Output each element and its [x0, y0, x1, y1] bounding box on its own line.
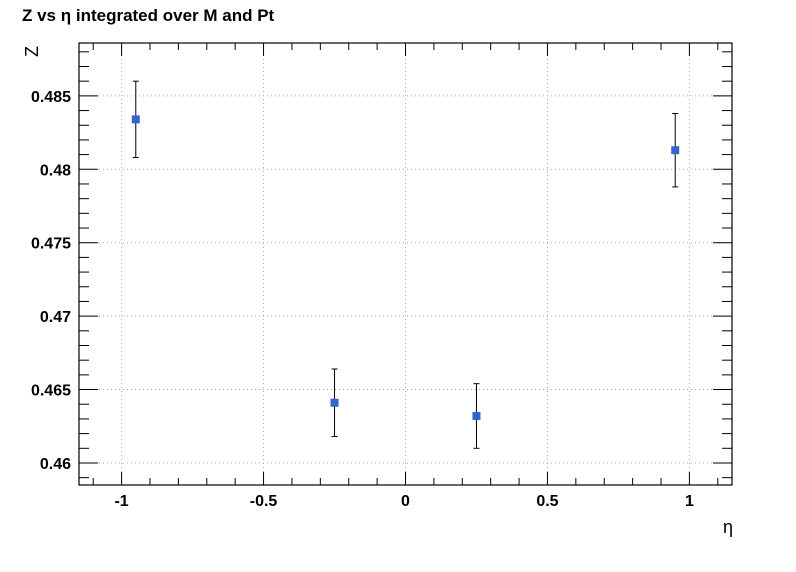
data-points — [131, 80, 680, 449]
y-tick-label: 0.46 — [40, 456, 71, 473]
tick-labels: -1 -0.5 0 0.5 1 0.46 0.465 0.47 0.475 0.48 0.485 — [31, 89, 694, 510]
y-tick-label: 0.47 — [40, 309, 71, 326]
x-tick-label: 0 — [401, 493, 410, 510]
chart-title: Z vs η integrated over M and Pt — [22, 6, 275, 25]
y-tick-label: 0.465 — [31, 383, 71, 400]
y-tick-label: 0.475 — [31, 236, 71, 253]
x-tick-label: -1 — [114, 493, 128, 510]
x-tick-label: -0.5 — [250, 493, 278, 510]
data-point — [330, 398, 339, 407]
y-tick-label: 0.48 — [40, 162, 71, 179]
data-point — [131, 115, 140, 124]
y-axis-label: Z — [22, 46, 42, 57]
x-tick-label: 1 — [685, 493, 694, 510]
y-tick-label: 0.485 — [31, 89, 71, 106]
grid — [79, 43, 732, 485]
axis-ticks — [79, 43, 732, 485]
x-axis-label: η — [723, 517, 733, 537]
x-tick-label: 0.5 — [536, 493, 558, 510]
data-point — [472, 411, 481, 420]
data-point — [671, 146, 680, 155]
